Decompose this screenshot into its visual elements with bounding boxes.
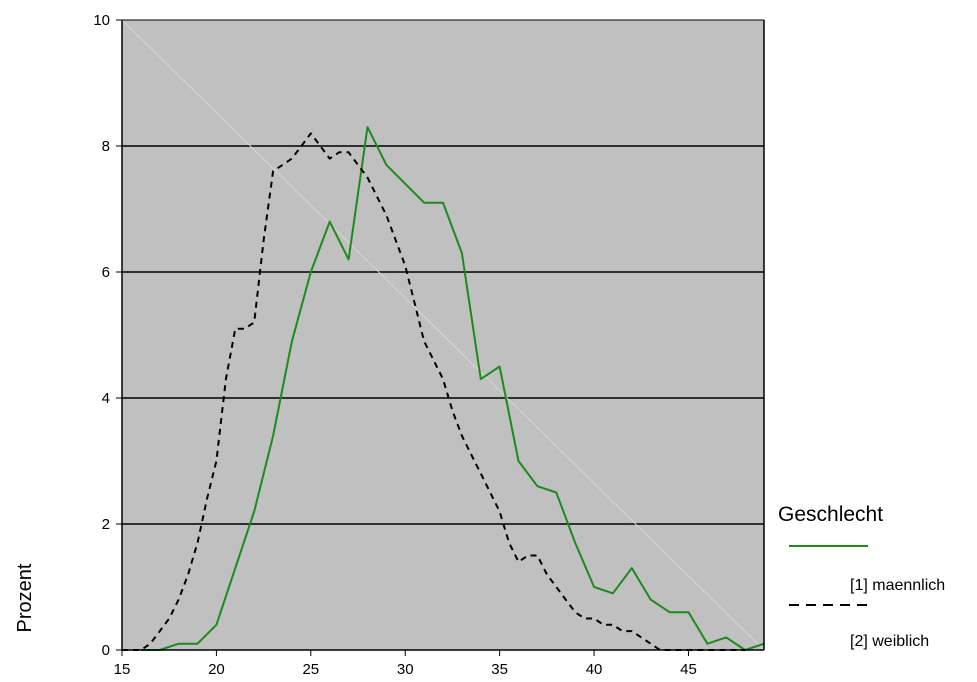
legend: Geschlecht [1] maennlich [2] weiblich [778, 503, 945, 650]
x-tick-label-20: 20 [208, 661, 225, 678]
y-axis-ticks: 0 2 4 6 8 10 [93, 12, 122, 659]
series-line-weiblich [122, 132, 746, 651]
series-line-maennlich [140, 126, 765, 651]
y-tick-label-2: 2 [102, 516, 110, 533]
x-tick-label-25: 25 [302, 661, 319, 678]
x-tick-label-40: 40 [586, 661, 603, 678]
y-tick-label-8: 8 [102, 138, 110, 155]
reference-diagonal-line [121, 19, 765, 651]
y-tick-label-10: 10 [93, 12, 110, 29]
y-tick-label-0: 0 [102, 642, 110, 659]
x-tick-label-35: 35 [491, 661, 508, 678]
legend-title: Geschlecht [778, 503, 883, 526]
x-axis-ticks: 15 20 25 30 35 40 45 [114, 650, 697, 678]
gridlines [122, 145, 764, 525]
legend-label-weiblich: [2] weiblich [850, 633, 929, 650]
legend-label-maennlich: [1] maennlich [850, 577, 945, 594]
y-axis-label: Prozent [14, 563, 36, 632]
x-tick-label-45: 45 [680, 661, 697, 678]
x-tick-label-15: 15 [114, 661, 131, 678]
y-tick-label-6: 6 [102, 264, 110, 281]
series-layer [122, 126, 765, 651]
x-tick-label-30: 30 [397, 661, 414, 678]
y-tick-label-4: 4 [102, 390, 110, 407]
